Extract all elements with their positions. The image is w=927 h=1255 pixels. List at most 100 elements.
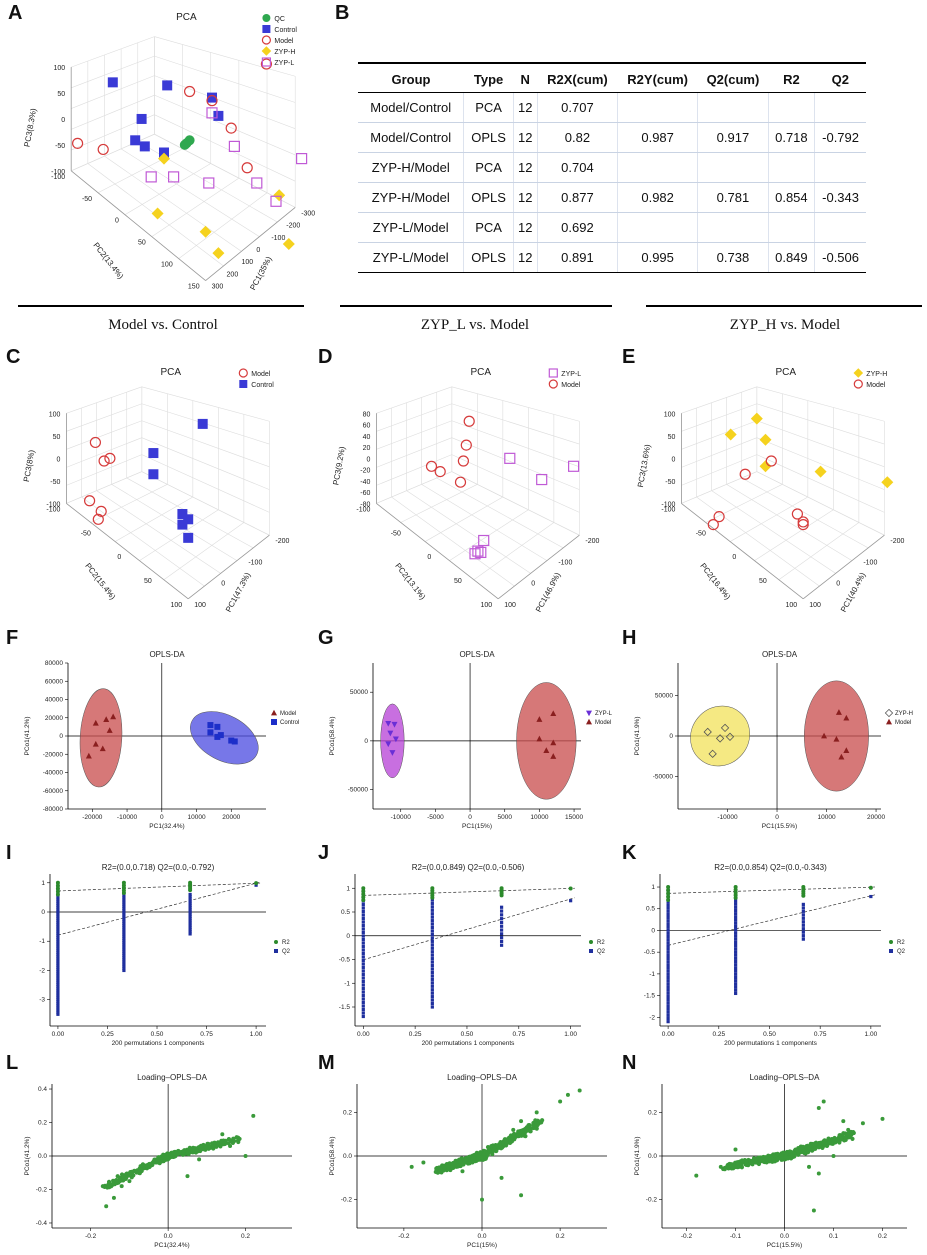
data-point [568,460,580,472]
table-cell: 0.707 [537,92,619,123]
table-cell: PCA [463,152,514,183]
q2-point [430,943,434,947]
q2-point [188,899,192,903]
r2-points [801,885,806,898]
z-tick-label: -100 [46,501,60,508]
series-zyp-l [145,107,308,207]
x-tick-label: 0.2 [556,1233,565,1240]
y-tick-label: -100 [356,506,370,513]
data-point [145,171,157,183]
legend-label: R2 [597,940,605,946]
q2-point [361,962,365,966]
chart-title: PCA [471,367,492,378]
table-cell [768,92,816,123]
q2-point [56,933,60,938]
data-point [136,113,147,124]
q2-point [56,918,60,923]
series-model [707,455,809,531]
confidence-ellipse-model [516,682,577,800]
q2-point [666,1004,670,1008]
y-tick-label: 0 [651,927,655,934]
series-model [85,713,117,759]
q2-point [666,1001,670,1005]
data-point [217,732,224,739]
r2-point [361,886,366,891]
legend-marker [271,719,277,725]
x-tick-label: 0 [160,814,164,821]
3d-axes [70,67,296,281]
y-tick-label: -50 [81,530,91,537]
legend-marker [261,35,271,45]
q2-point [666,1016,670,1021]
data-point [708,749,717,759]
3d-axes [66,413,270,600]
q2-point [122,949,126,953]
panel-label-e: E [622,346,636,368]
y-axis-label: PCo1(41.2%) [24,716,31,755]
panel-label-h: H [622,627,637,649]
q2-point [430,901,434,905]
chart-title: OPLS-DA [459,650,495,659]
q2-point [430,977,434,981]
table-header-cell: N [513,62,538,93]
legend: QC Control Model ZYP-H ZYP-L [261,14,297,67]
q2-point [188,892,192,897]
q2-point [361,948,365,952]
loading-point [800,1144,806,1149]
x-tick-label: 0.75 [814,1031,827,1038]
loading-point [813,1141,819,1146]
legend-marker [239,380,248,388]
r2-point [666,894,671,899]
q2-point [188,908,192,912]
q2-point [569,899,573,903]
data-point [296,153,308,165]
x-axis-label: PC1(15%) [467,1242,497,1249]
z-tick-label: 20 [363,445,371,452]
series-zyp-h [724,412,894,489]
z-tick-label: 100 [49,411,61,418]
q2-point [56,991,60,995]
loading-point [843,1131,848,1136]
legend-label: Control [251,382,274,389]
q2-point [56,1012,60,1016]
q2-point [734,924,738,929]
table-header-cell: Q2(cum) [697,62,769,93]
data-point [206,95,218,107]
z-axis-label: PC3(13.6%) [636,443,652,488]
data-point [550,739,557,746]
q2-points [56,882,60,1016]
data-point [177,509,188,519]
q2-points [499,905,504,947]
data-point [881,476,894,489]
x-tick-label: 15000 [565,814,583,821]
legend-marker [261,57,271,67]
x-axis-label: PC1(47.3%) [224,571,253,614]
legend-marker [548,368,558,378]
q2-point [56,940,60,944]
chart-title: Loading–OPLS–DA [447,1073,517,1082]
q2-point [666,919,670,923]
q2-points [569,899,573,903]
q2-point [56,976,60,980]
loading-point [775,1151,780,1156]
data-point [460,439,472,451]
data-point [139,141,150,152]
q2-point [56,987,60,991]
legend-label: R2 [282,940,290,946]
loading-point [485,1145,491,1150]
z-axis-label: PC3(9.2%) [331,445,347,485]
data-point [739,468,751,480]
q2-point [666,947,670,951]
x-tick-label: -200 [890,538,904,545]
q2-point [122,968,126,973]
q2-point [666,925,670,929]
x-axis-label: PC1(32.4%) [149,823,184,830]
q2-point [361,1014,365,1019]
data-point [759,433,772,446]
data-point [184,85,196,98]
q2-point [734,959,738,964]
legend-marker [261,46,272,56]
